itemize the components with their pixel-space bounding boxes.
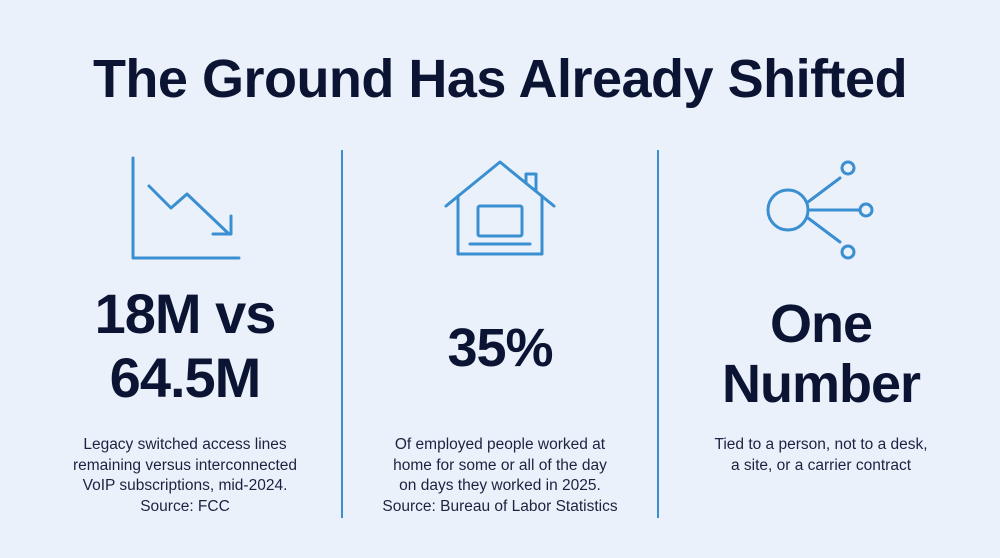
stat-description: Legacy switched access lines remaining v…	[30, 435, 340, 517]
stat-value-line1: 18M vs	[94, 282, 277, 345]
desc-line: Tied to a person, not to a desk,	[714, 436, 928, 453]
desc-line: Source: FCC	[140, 497, 230, 515]
desc-line: VoIP subscriptions, mid-2024.	[82, 477, 288, 494]
stat-panel-legacy-lines: 18M vs 64.5M Legacy switched access line…	[30, 0, 340, 558]
stat-value: 35%	[447, 318, 553, 378]
stat-description: Of employed people worked at home for so…	[345, 435, 655, 517]
house-laptop-icon	[345, 150, 655, 265]
desc-line: Of employed people worked at	[394, 436, 606, 453]
stat-value-line2: 64.5M	[109, 346, 262, 409]
stat-value-line1: One	[769, 294, 873, 354]
column-divider-left	[341, 150, 343, 518]
desc-line: remaining versus interconnected	[72, 456, 297, 474]
stat-panel-remote-work: 35% Of employed people worked at home fo…	[345, 0, 655, 558]
stat-panel-one-number: One Number Tied to a person, not to a de…	[662, 0, 980, 558]
desc-line: home for some or all of the day	[393, 456, 607, 474]
desc-line: Source: Bureau of Labor Statistics	[382, 497, 618, 515]
desc-line: Legacy switched access lines	[83, 436, 287, 453]
trending-down-chart-icon	[30, 150, 340, 265]
stat-description: Tied to a person, not to a desk, a site,…	[662, 435, 980, 476]
stat-value-line2: Number	[721, 354, 921, 414]
desc-line: a site, or a carrier contract	[730, 456, 912, 474]
desc-line: on days they worked in 2025.	[399, 477, 601, 494]
page-title: The Ground Has Already Shifted	[92, 49, 908, 109]
column-divider-right	[657, 150, 659, 518]
hub-connections-icon	[662, 150, 980, 265]
